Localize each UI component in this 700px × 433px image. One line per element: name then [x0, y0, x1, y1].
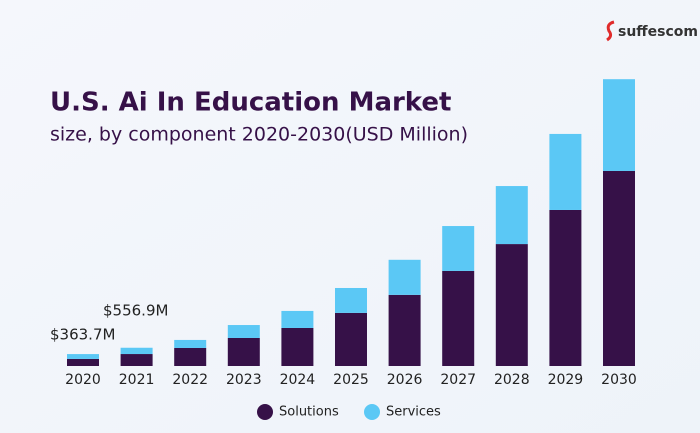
x-tick-label: 2029: [548, 372, 584, 388]
chart-title: U.S. Ai In Education Market: [50, 88, 451, 118]
legend-label: Solutions: [279, 405, 339, 420]
annotation: $363.7M: [50, 326, 115, 344]
bar-segment: [67, 358, 99, 366]
x-tick-label: 2030: [601, 372, 637, 388]
brand-name: suffescom: [618, 24, 698, 40]
bar-segment: [442, 226, 475, 271]
legend-swatch: [257, 404, 273, 420]
bar-segment: [281, 310, 314, 328]
x-tick-label: 2020: [65, 372, 101, 388]
bar-segment: [388, 259, 421, 295]
bar-segment: [495, 244, 528, 366]
annotation: $556.9M: [103, 302, 168, 320]
legend-label: Services: [386, 405, 441, 420]
x-tick-label: 2024: [280, 372, 316, 388]
bar-segment: [388, 294, 421, 366]
bar-segment: [549, 133, 582, 210]
x-tick-label: 2022: [172, 372, 208, 388]
x-tick-label: 2028: [494, 372, 530, 388]
bar-segment: [120, 354, 153, 366]
brand-logo: suffescom: [606, 20, 698, 42]
bar-segment: [335, 312, 367, 366]
x-tick-label: 2027: [440, 372, 476, 388]
x-tick-label: 2023: [226, 372, 262, 388]
bar-segment: [174, 339, 207, 348]
bar-segment: [227, 337, 260, 366]
x-tick-label: 2021: [119, 372, 155, 388]
bar-segment: [335, 287, 367, 313]
bar-segment: [549, 209, 582, 366]
bar-segment: [603, 170, 635, 366]
bar-segment: [495, 186, 528, 245]
x-tick-label: 2025: [333, 372, 369, 388]
bar-segment: [67, 354, 99, 359]
logo-mark: [606, 20, 615, 42]
bar-segment: [227, 325, 260, 338]
bar-segment: [442, 270, 475, 366]
bar-segment: [603, 79, 635, 171]
bar-segment: [281, 327, 314, 366]
bar-segment: [174, 347, 207, 366]
x-tick-label: 2026: [387, 372, 423, 388]
chart-subtitle: size, by component 2020-2030(USD Million…: [50, 124, 468, 146]
bar-segment: [120, 347, 153, 355]
legend-swatch: [364, 404, 380, 420]
